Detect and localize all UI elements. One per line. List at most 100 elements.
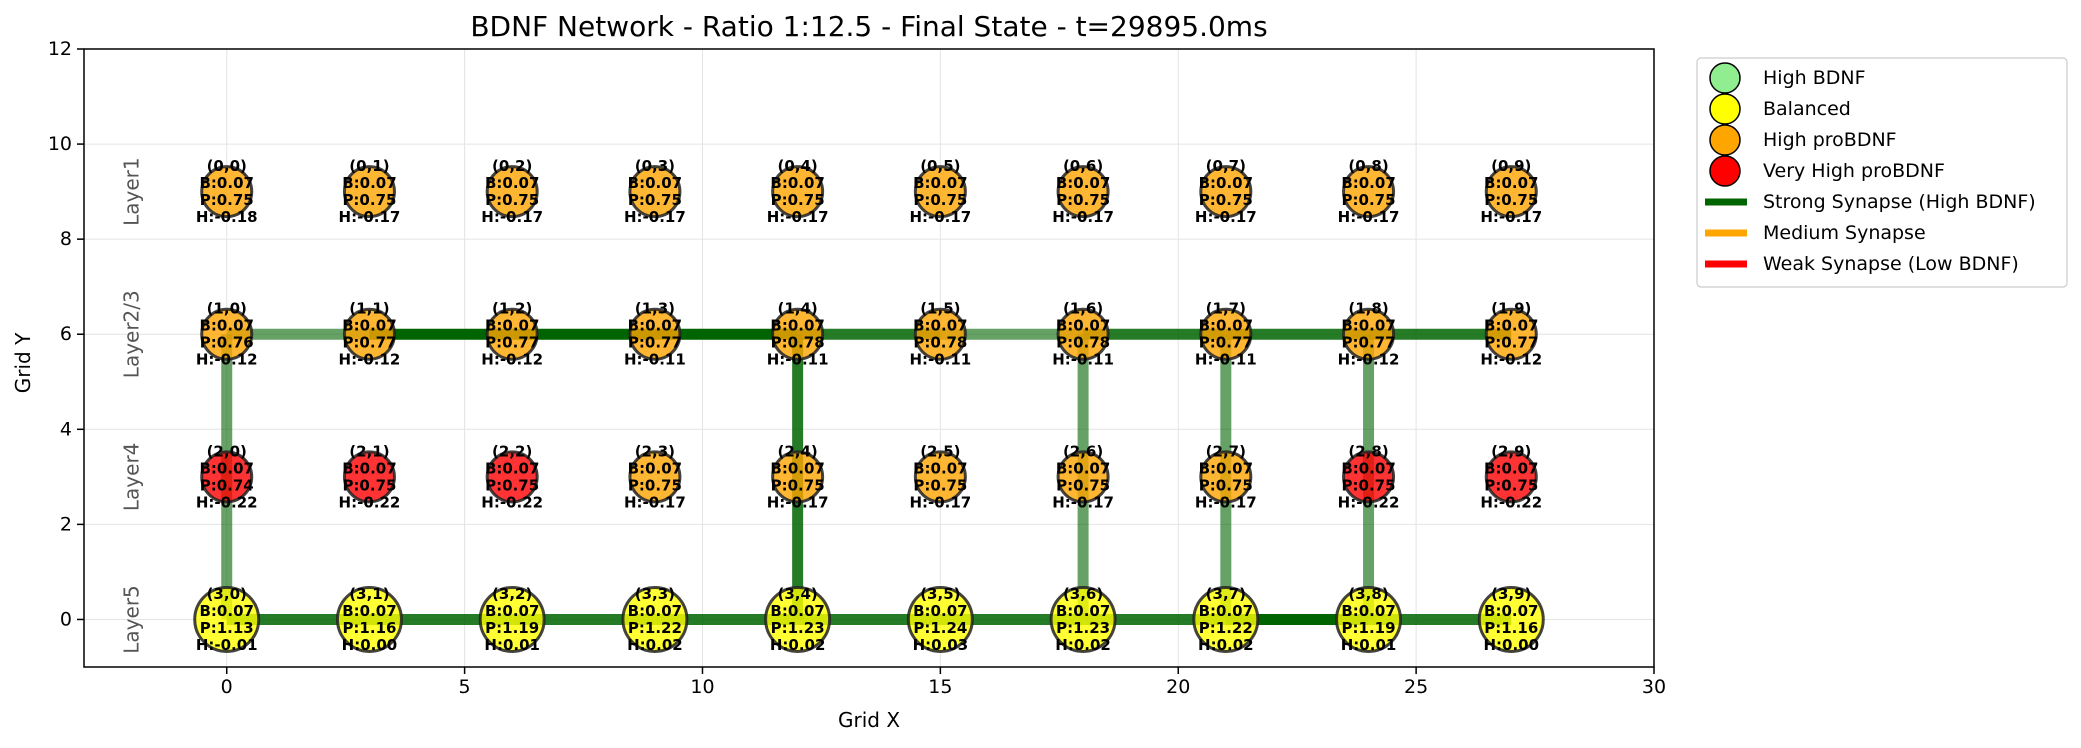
neuron-label: (2,9) — [1491, 442, 1531, 460]
neuron-label: H:-0.22 — [1338, 493, 1400, 511]
synapse-lines — [221, 328, 1512, 625]
neuron-marker — [335, 585, 403, 653]
neuron-marker — [342, 165, 396, 219]
legend-marker — [1709, 93, 1741, 125]
neuron-label: B:0.07 — [1484, 317, 1538, 335]
x-axis-label: Grid X — [838, 708, 900, 732]
neuron-label: P:0.78 — [1056, 334, 1110, 352]
neuron-label: P:0.75 — [1199, 191, 1253, 209]
neuron-marker — [200, 165, 254, 219]
neuron-label: B:0.07 — [200, 174, 254, 192]
neuron-label: (2,4) — [777, 442, 817, 460]
legend-label: Medium Synapse — [1763, 222, 1926, 244]
neuron-label: P:0.75 — [1484, 191, 1538, 209]
neuron-label: H:-0.17 — [481, 208, 543, 226]
neuron-label: H:0.02 — [770, 636, 826, 654]
neuron-marker — [771, 307, 825, 361]
grid-lines — [84, 48, 1655, 667]
neuron-marker — [1484, 165, 1538, 219]
neuron-label: B:0.07 — [1199, 317, 1253, 335]
chart-title: BDNF Network - Ratio 1:12.5 - Final Stat… — [470, 10, 1267, 43]
neuron-label: (2,6) — [1063, 442, 1103, 460]
neuron-marker — [1342, 450, 1396, 504]
neuron-label: P:0.75 — [771, 191, 825, 209]
x-tick-label: 10 — [690, 676, 714, 698]
neuron-label: P:0.75 — [913, 476, 967, 494]
neuron-label: (2,7) — [1206, 442, 1246, 460]
neuron-label: H:-0.11 — [767, 351, 829, 369]
neuron-label: P:1.16 — [1484, 619, 1538, 637]
neuron-marker — [1484, 450, 1538, 504]
neuron-marker — [1335, 585, 1403, 653]
neuron-label: H:-0.12 — [339, 351, 401, 369]
neuron-label: H:0.03 — [913, 636, 969, 654]
neuron-label: (1,4) — [777, 300, 817, 318]
neuron-label: P:1.23 — [1056, 619, 1110, 637]
neuron-label: B:0.07 — [770, 602, 824, 620]
neuron-label: B:0.07 — [628, 174, 682, 192]
neuron-label: P:0.75 — [1484, 476, 1538, 494]
neuron-label: B:0.07 — [628, 317, 682, 335]
neuron-label: B:0.07 — [1484, 459, 1538, 477]
neuron-label: (1,1) — [349, 300, 389, 318]
neuron-label: H:-0.17 — [1480, 208, 1542, 226]
neuron-label: H:-0.18 — [196, 208, 258, 226]
legend-label: High BDNF — [1763, 67, 1866, 89]
neuron-label: H:-0.17 — [624, 208, 686, 226]
neuron-label: B:0.07 — [913, 602, 967, 620]
legend-label: High proBDNF — [1763, 129, 1897, 151]
neuron-label: H:-0.12 — [1338, 351, 1400, 369]
neuron-marker — [478, 585, 546, 653]
neuron-label: B:0.07 — [770, 317, 824, 335]
neuron-label: B:0.07 — [628, 459, 682, 477]
neuron-marker — [1049, 585, 1117, 653]
neuron-label: (2,1) — [349, 442, 389, 460]
neuron-label: H:-0.17 — [1195, 493, 1257, 511]
neuron-label: P:0.77 — [342, 334, 396, 352]
neuron-marker — [200, 307, 254, 361]
neuron-label: H:0.02 — [627, 636, 683, 654]
neuron-marker — [1342, 307, 1396, 361]
y-tick-label: 10 — [48, 133, 72, 155]
neuron-label: H:-0.22 — [196, 493, 258, 511]
neuron-label: P:0.75 — [1056, 476, 1110, 494]
neuron-label: (1,2) — [492, 300, 532, 318]
neuron-marker — [1192, 585, 1260, 653]
neuron-label: (1,0) — [207, 300, 247, 318]
x-tick-label: 25 — [1404, 676, 1428, 698]
neuron-label: P:0.77 — [485, 334, 539, 352]
neuron-label: B:0.07 — [485, 459, 539, 477]
neuron-label: P:0.76 — [200, 334, 254, 352]
neuron-label: H:-0.17 — [767, 493, 829, 511]
neuron-label: P:0.75 — [200, 191, 254, 209]
x-tick-label: 30 — [1642, 676, 1666, 698]
y-tick-label: 0 — [60, 608, 72, 630]
layer-label: Layer1 — [120, 157, 144, 226]
neuron-label: (0,3) — [635, 157, 675, 175]
neuron-label: (3,3) — [635, 585, 675, 603]
neuron-marker — [200, 450, 254, 504]
neuron-label: P:0.74 — [200, 476, 254, 494]
neuron-label: B:0.07 — [1341, 602, 1395, 620]
neuron-label: (3,5) — [920, 585, 960, 603]
neuron-label: H:-0.17 — [624, 493, 686, 511]
neuron-label: B:0.07 — [1199, 174, 1253, 192]
neuron-label: H:-0.22 — [481, 493, 543, 511]
neuron-label: P:1.23 — [771, 619, 825, 637]
neuron-label: P:1.19 — [1342, 619, 1396, 637]
neuron-label: H:-0.17 — [1338, 208, 1400, 226]
neuron-label: B:0.07 — [628, 602, 682, 620]
neuron-label: H:-0.12 — [481, 351, 543, 369]
neuron-label: (3,9) — [1491, 585, 1531, 603]
neuron-label: P:1.22 — [1199, 619, 1253, 637]
neuron-label: H:-0.11 — [1052, 351, 1114, 369]
neuron-label: (0,9) — [1491, 157, 1531, 175]
neuron-label: B:0.07 — [342, 459, 396, 477]
neuron-label: (0,0) — [207, 157, 247, 175]
neuron-label: (0,6) — [1063, 157, 1103, 175]
neuron-label: P:1.22 — [628, 619, 682, 637]
neuron-markers: (0,0)B:0.07P:0.75H:-0.18(0,1)B:0.07P:0.7… — [193, 157, 1545, 654]
neuron-label: (2,8) — [1348, 442, 1388, 460]
legend: High BDNF Balanced High proBDNF Very High p… — [1696, 57, 2068, 288]
neuron-label: H:-0.17 — [1195, 208, 1257, 226]
